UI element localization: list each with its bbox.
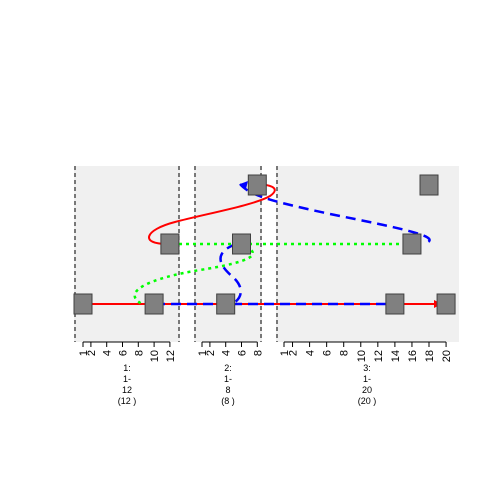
axis-tick-label-seg1-10: 10 xyxy=(149,350,161,362)
node-seg1-12-middle xyxy=(160,233,180,255)
red-path-loop xyxy=(148,183,276,245)
axis-tick-label-seg2-8: 8 xyxy=(252,350,264,356)
axis-tick-label-seg2-6: 6 xyxy=(237,350,249,356)
caption-seg2-line-1: 2: xyxy=(224,363,232,373)
caption-seg3-line-2: 1- xyxy=(363,374,371,384)
node-seg3-14-bottom xyxy=(385,293,405,315)
caption-seg1-line-3: 12 xyxy=(122,385,132,395)
axis-tick-label-seg3-6: 6 xyxy=(322,350,334,356)
blue-arrowhead xyxy=(240,181,248,189)
caption-seg2-line-2: 1- xyxy=(224,374,232,384)
axis-tick-label-seg3-16: 16 xyxy=(407,350,419,362)
caption-seg1-line-1: 1: xyxy=(123,363,131,373)
x-axis: 12 4 6 8 10 12 12 4 6 8 12 4 6 8 10 12 14 16 18 20 xyxy=(78,341,453,362)
axis-tick-label-seg3-12: 12 xyxy=(373,350,385,362)
axis-tick-label-seg3-4: 4 xyxy=(305,350,317,356)
caption-seg3-line-1: 3: xyxy=(363,363,371,373)
axis-tick-label-seg1-1: 1 xyxy=(78,350,90,356)
node-seg2-8-top xyxy=(247,174,267,196)
caption-seg3-line-4: (20 ) xyxy=(358,396,377,406)
axis-tick-label-seg1-2: 2 xyxy=(86,350,98,356)
axis-tick-label-seg3-2: 2 xyxy=(288,350,300,356)
caption-seg3-line-3: 20 xyxy=(362,385,372,395)
caption-seg2-line-4: (8 ) xyxy=(221,396,235,406)
axis-tick-label-seg3-20: 20 xyxy=(441,350,453,362)
axis-tick-label-seg2-1: 1 xyxy=(197,350,209,356)
axis-tick-label-seg3-14: 14 xyxy=(390,350,402,362)
axis-tick-label-seg3-8: 8 xyxy=(339,350,351,356)
axis-tick-label-seg1-8: 8 xyxy=(133,350,145,356)
node-seg3-20-bottom xyxy=(436,293,456,315)
node-seg1-1-bottom xyxy=(73,293,93,315)
node-seg1-10-bottom xyxy=(144,293,164,315)
caption-seg2-line-3: 8 xyxy=(225,385,230,395)
node-seg3-18-top xyxy=(419,174,439,196)
axis-tick-label-seg1-4: 4 xyxy=(102,350,114,356)
node-seg2-4-bottom xyxy=(216,293,236,315)
nodes xyxy=(73,174,456,315)
axis-tick-label-seg1-12: 12 xyxy=(165,350,177,362)
node-seg2-6-middle xyxy=(232,233,251,255)
caption-seg1-line-2: 1- xyxy=(123,374,131,384)
axis-tick-label-seg3-1: 1 xyxy=(279,350,291,356)
node-seg3-16-middle xyxy=(402,233,422,255)
axis-tick-label-seg3-18: 18 xyxy=(424,350,436,362)
blue-path-middle-curve xyxy=(219,242,242,306)
axis-tick-label-seg2-2: 2 xyxy=(205,350,217,356)
green-path-curve xyxy=(133,242,254,306)
axis-tick-label-seg2-4: 4 xyxy=(221,350,233,356)
axis-tick-label-seg3-10: 10 xyxy=(356,350,368,362)
segment-captions: 1:1-12(12 )2:1-8(8 )3:1-20(20 ) xyxy=(118,363,377,406)
axis-tick-label-seg1-6: 6 xyxy=(118,350,130,356)
caption-seg1-line-4: (12 ) xyxy=(118,396,137,406)
